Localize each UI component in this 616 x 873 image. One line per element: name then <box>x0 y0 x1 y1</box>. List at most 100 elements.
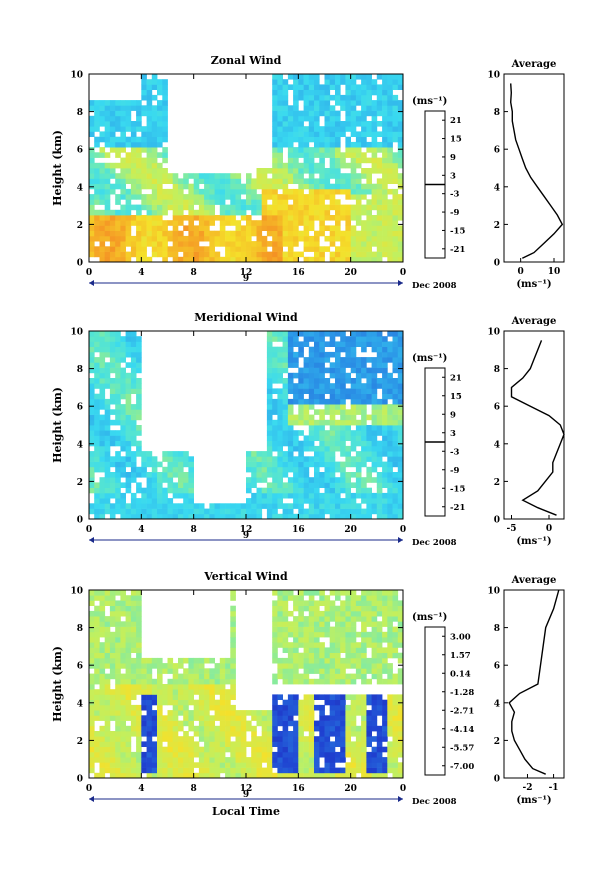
heatmap-cell <box>104 678 111 685</box>
heatmap-cell <box>109 115 116 122</box>
heatmap-cell <box>209 513 215 520</box>
heatmap-cell <box>130 508 137 515</box>
heatmap-cell <box>340 162 346 169</box>
heatmap-cell <box>136 513 142 520</box>
heatmap-cell <box>204 715 210 721</box>
heatmap-cell <box>287 508 294 515</box>
heatmap-cell <box>115 642 121 648</box>
heatmap-cell <box>94 466 100 473</box>
heatmap-cell <box>104 230 111 237</box>
heatmap-cell <box>350 162 357 169</box>
heatmap-cell <box>287 657 294 664</box>
heatmap-cell <box>303 590 310 596</box>
heatmap-cell <box>298 173 304 179</box>
heatmap-cell <box>335 126 341 132</box>
heatmap-cell <box>183 173 189 179</box>
heatmap-cell <box>178 209 184 216</box>
heatmap-cell <box>94 451 100 457</box>
x-tick-label: 0 <box>86 268 92 278</box>
heatmap-cell <box>125 336 132 342</box>
heatmap-cell <box>293 115 299 122</box>
heatmap-cell <box>99 178 106 184</box>
heatmap-cell <box>204 657 210 664</box>
heatmap-cell <box>387 79 393 85</box>
heatmap-cell <box>345 715 351 721</box>
heatmap-cell <box>303 199 310 205</box>
heatmap-cell <box>125 746 132 753</box>
heatmap-cell <box>308 715 315 721</box>
heatmap-cell <box>335 378 341 384</box>
heatmap-cell <box>366 220 372 226</box>
heatmap-cell <box>314 393 320 400</box>
heatmap-cell <box>272 199 278 205</box>
heatmap-cell <box>115 409 121 415</box>
heatmap-cell <box>282 110 289 117</box>
heatmap-cell <box>146 487 153 494</box>
heatmap-cell <box>209 746 215 753</box>
heatmap-cell <box>230 767 236 774</box>
heatmap-cell <box>345 194 351 200</box>
heatmap-cell <box>324 194 331 200</box>
heatmap-cell <box>109 440 116 447</box>
heatmap-cell <box>109 652 116 659</box>
heatmap-cell <box>355 357 362 363</box>
heatmap-cell <box>319 440 325 447</box>
heatmap-cell <box>235 235 242 242</box>
heatmap-cell <box>392 720 399 727</box>
heatmap-cell <box>109 668 116 674</box>
heatmap-cell <box>136 121 142 127</box>
heatmap-cell <box>157 772 163 779</box>
heatmap-cell <box>99 241 106 247</box>
heatmap-cell <box>355 466 362 473</box>
heatmap-cell <box>335 720 341 727</box>
heatmap-cell <box>219 720 226 727</box>
heatmap-cell <box>104 121 111 127</box>
heatmap-cell <box>104 152 111 158</box>
heatmap-cell <box>172 699 179 706</box>
heatmap-cell <box>382 477 388 483</box>
heatmap-cell <box>104 616 111 622</box>
heatmap-cell <box>193 657 200 664</box>
x-tick-label: 0 <box>86 784 92 794</box>
heatmap-cell <box>298 610 304 617</box>
heatmap-cell <box>382 246 388 252</box>
heatmap-cell <box>319 715 325 721</box>
heatmap-cell <box>361 251 367 258</box>
heatmap-cell <box>376 141 383 148</box>
heatmap-cell <box>355 230 362 237</box>
heatmap-cell <box>94 673 100 680</box>
heatmap-cell <box>94 694 100 700</box>
heatmap-cell <box>319 136 325 143</box>
heatmap-cell <box>287 230 294 237</box>
heatmap-cell <box>350 498 357 504</box>
heatmap-cell <box>230 173 236 179</box>
heatmap-cell <box>340 631 346 638</box>
heatmap-cell <box>188 508 194 515</box>
x-tick-label: 4 <box>138 525 144 535</box>
heatmap-cell <box>125 168 132 174</box>
heatmap-cell <box>361 616 367 622</box>
heatmap-cell <box>392 131 399 137</box>
heatmap-cell <box>198 772 205 779</box>
heatmap-cell <box>277 251 283 258</box>
heatmap-cell <box>157 757 163 763</box>
heatmap-cell <box>319 188 325 195</box>
heatmap-cell <box>277 378 283 384</box>
heatmap-cell <box>115 225 121 231</box>
heatmap-cell <box>172 256 179 263</box>
heatmap-cell <box>99 492 106 499</box>
heatmap-cell <box>397 409 404 415</box>
heatmap-cell <box>120 631 126 638</box>
heatmap-cell <box>109 383 116 389</box>
heatmap-cell <box>335 215 341 221</box>
heatmap-cell <box>382 178 388 184</box>
heatmap-cell <box>246 482 252 488</box>
heatmap-cell <box>109 673 116 680</box>
heatmap-cell <box>146 451 153 457</box>
heatmap-cell <box>350 751 357 758</box>
heatmap-cell <box>235 183 242 190</box>
heatmap-cell <box>335 346 341 353</box>
heatmap-cell <box>355 372 362 379</box>
heatmap-cell <box>287 351 294 358</box>
heatmap-cell <box>308 621 315 627</box>
